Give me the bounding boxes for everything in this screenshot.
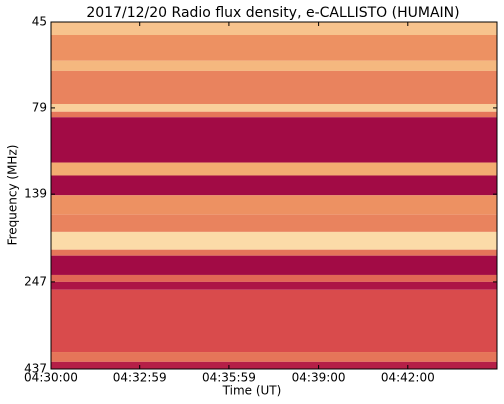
- heat-band: [51, 103, 497, 112]
- heat-band: [51, 255, 497, 275]
- heat-band: [51, 117, 497, 163]
- plot-frame: [50, 21, 498, 370]
- chart-title: 2017/12/20 Radio flux density, e-CALLIST…: [86, 5, 459, 21]
- heat-band: [51, 274, 497, 282]
- heat-band: [51, 162, 497, 176]
- x-tick-label: 04:39:00: [292, 371, 346, 385]
- y-tick-label: 45: [32, 15, 47, 29]
- heat-band: [51, 231, 497, 250]
- heat-band: [51, 175, 497, 196]
- heat-band: [51, 111, 497, 118]
- heat-band: [51, 22, 497, 35]
- y-tick-label: 79: [32, 100, 47, 114]
- y-tick-label: 139: [24, 187, 47, 201]
- x-axis-label: Time (UT): [222, 384, 282, 398]
- heat-band: [51, 34, 497, 61]
- x-tick-label: 04:32:59: [113, 371, 167, 385]
- heat-band: [51, 361, 497, 369]
- heat-band: [51, 60, 497, 71]
- y-axis-label: Frequency (MHz): [6, 145, 20, 246]
- x-tick-label: 04:30:00: [24, 371, 78, 385]
- y-tick-label: 437: [24, 362, 47, 376]
- x-tick-label: 04:42:00: [381, 371, 435, 385]
- heat-band: [51, 214, 497, 232]
- heat-band: [51, 195, 497, 215]
- heat-band: [51, 70, 497, 104]
- x-tick-label: 04:35:59: [202, 371, 256, 385]
- y-tick-label: 247: [24, 274, 47, 288]
- heat-band: [51, 281, 497, 290]
- heat-band: [51, 289, 497, 353]
- heat-band: [51, 249, 497, 256]
- heat-band: [51, 352, 497, 362]
